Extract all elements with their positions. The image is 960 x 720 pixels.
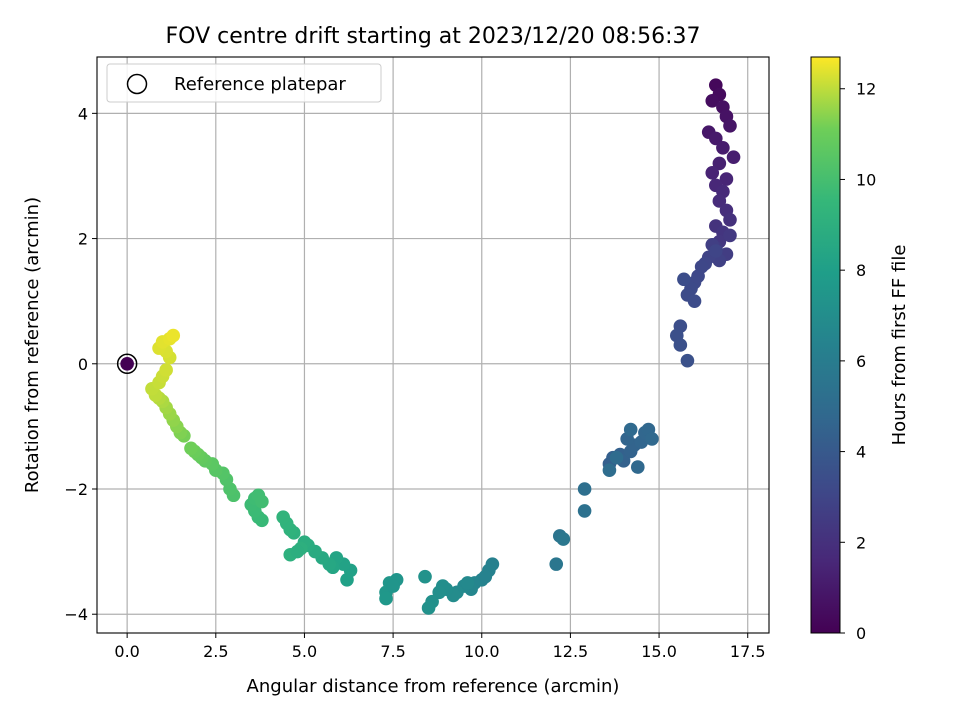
y-tick-label: 4: [78, 104, 88, 123]
data-point: [290, 544, 305, 559]
legend-marker: [126, 73, 148, 95]
reference-point-fill: [120, 356, 134, 371]
data-point: [723, 119, 737, 133]
data-point: [719, 172, 734, 186]
scatter-points: [145, 78, 741, 615]
data-point: [680, 353, 695, 368]
colorbar-tick-label: 2: [856, 533, 866, 552]
data-point: [705, 94, 720, 108]
y-axis-ticks: −4 −2 0 2 4: [64, 104, 97, 624]
colorbar-tick-label: 6: [856, 352, 866, 371]
data-point: [276, 510, 290, 524]
data-point: [677, 272, 691, 287]
colorbar-tick-label: 12: [856, 80, 876, 99]
reference-point: [116, 353, 138, 375]
data-point: [549, 557, 564, 571]
reference-point-ring: [116, 353, 138, 375]
legend-box: [106, 63, 382, 103]
x-tick-label: 17.5: [730, 642, 766, 661]
data-point: [623, 422, 638, 437]
colorbar: [810, 56, 841, 634]
data-point: [723, 228, 737, 243]
data-point: [184, 441, 198, 456]
data-point: [255, 494, 269, 509]
data-point: [723, 212, 737, 227]
colorbar-tick-label: 10: [856, 170, 876, 189]
y-tick-label: 0: [78, 355, 88, 374]
data-point: [432, 585, 447, 600]
x-tick-label: 5.0: [292, 642, 317, 661]
plot-frame: [96, 56, 770, 634]
data-point: [673, 338, 688, 352]
x-tick-label: 0.0: [114, 642, 139, 661]
data-point: [577, 504, 592, 518]
data-point: [602, 463, 617, 478]
data-point: [712, 194, 727, 208]
colorbar-tick-label: 0: [856, 624, 866, 643]
y-tick-label: 2: [78, 230, 88, 249]
colorbar-ticks: 0 2 4 6 8 10 12: [840, 80, 876, 643]
data-point: [630, 460, 645, 474]
data-point: [159, 363, 173, 377]
data-point: [609, 450, 624, 465]
colorbar-label: Hours from first FF file: [889, 245, 910, 446]
y-tick-label: −4: [64, 605, 88, 624]
x-tick-label: 2.5: [203, 642, 228, 661]
y-tick-label: −2: [64, 480, 88, 499]
data-point: [460, 576, 475, 590]
data-point: [726, 150, 741, 164]
data-point: [687, 294, 702, 308]
data-point: [379, 591, 393, 606]
x-axis-ticks: 0.0 2.5 5.0 7.5 10.0 12.5 15.0 17.5: [114, 633, 766, 661]
x-tick-label: 12.5: [553, 642, 589, 661]
colorbar-tick-label: 4: [856, 443, 866, 462]
x-tick-label: 15.0: [641, 642, 677, 661]
data-point: [577, 482, 592, 496]
legend: Reference platepar: [106, 63, 382, 103]
data-point: [645, 432, 659, 446]
data-point: [556, 532, 571, 546]
data-point: [709, 244, 723, 258]
y-axis-label: Rotation from reference (arcmin): [22, 197, 43, 493]
chart-title: FOV centre drift starting at 2023/12/20 …: [166, 24, 701, 49]
data-point: [418, 569, 432, 584]
data-point: [421, 601, 436, 615]
colorbar-tick-label: 8: [856, 261, 866, 280]
legend-label: Reference platepar: [174, 74, 346, 95]
data-point: [716, 140, 730, 155]
data-point: [478, 569, 493, 584]
data-point: [386, 579, 400, 593]
grid-lines: [97, 57, 769, 633]
data-point: [709, 131, 723, 146]
x-tick-label: 10.0: [464, 642, 500, 661]
data-point: [705, 166, 720, 180]
x-axis-label: Angular distance from reference (arcmin): [247, 676, 620, 697]
x-tick-label: 7.5: [380, 642, 405, 661]
data-point: [166, 328, 181, 343]
data-point: [712, 156, 727, 171]
